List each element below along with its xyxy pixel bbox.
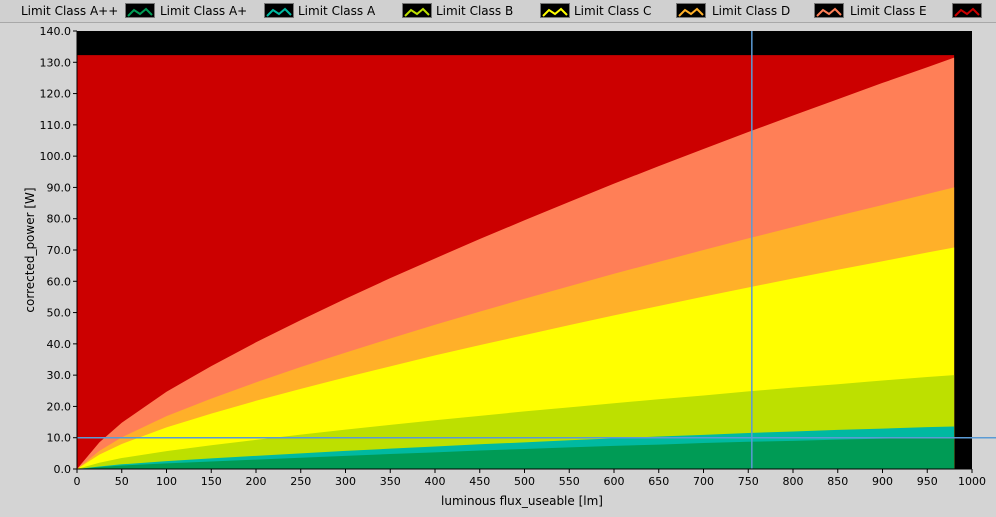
legend-swatch-b[interactable] [540,3,570,18]
y-tick-label: 80.0 [47,213,72,226]
legend-swatch-a-plus[interactable] [264,3,294,18]
legend-line-icon [404,7,430,17]
legend-label: Limit Class E [850,4,927,18]
legend-swatch-c[interactable] [676,3,706,18]
y-tick-label: 60.0 [47,275,72,288]
y-tick-label: 30.0 [47,369,72,382]
y-tick-label: 130.0 [40,56,72,69]
x-tick-label: 0 [74,475,81,488]
legend-label: Limit Class A++ [21,4,119,18]
y-tick-label: 50.0 [47,307,72,320]
chart-svg: 0 50 100 150 200 250 300 350 400 450 500 550 600 650 7… [23,25,996,508]
legend-swatch-a-plus-plus[interactable] [125,3,155,18]
x-tick-label: 50 [115,475,129,488]
x-tick-label: 700 [693,475,714,488]
x-tick-label: 400 [425,475,446,488]
x-tick-label: 850 [827,475,848,488]
y-tick-label: 110.0 [40,119,72,132]
legend-line-icon [266,7,292,17]
legend-label: Limit Class D [712,4,791,18]
y-tick-label: 90.0 [47,181,72,194]
x-tick-label: 300 [335,475,356,488]
y-tick-label: 140.0 [40,25,72,38]
x-tick-label: 350 [380,475,401,488]
legend-line-icon [816,7,842,17]
legend-swatch-a[interactable] [402,3,432,18]
y-tick-label: 70.0 [47,244,72,257]
x-tick-label: 250 [290,475,311,488]
legend-entry-b[interactable]: Limit Class B [434,0,570,22]
legend-line-icon [127,7,153,17]
y-tick-label: 0.0 [54,463,72,476]
area-limit-class-aplusplus [77,437,955,469]
legend: Limit Class A++ Limit Class A+ Limit Cla… [0,0,996,23]
x-tick-label: 550 [559,475,580,488]
legend-entry-a[interactable]: Limit Class A [296,0,432,22]
legend-entry-c[interactable]: Limit Class C [572,0,706,22]
legend-swatch-e[interactable] [952,3,982,18]
x-tick-label: 150 [201,475,222,488]
legend-entry-d[interactable]: Limit Class D [710,0,844,22]
legend-line-icon [678,7,704,17]
areas-layer [77,55,955,470]
legend-label: Limit Class A [298,4,376,18]
y-tick-label: 40.0 [47,338,72,351]
x-tick-label: 750 [738,475,759,488]
y-tick-label: 100.0 [40,150,72,163]
cursor-layer[interactable] [77,31,996,469]
chart-area: 0 50 100 150 200 250 300 350 400 450 500 550 600 650 7… [0,23,996,513]
x-tick-label: 500 [514,475,535,488]
legend-entry-a-plus-plus[interactable]: Limit Class A++ [0,0,155,22]
x-tick-label: 1000 [958,475,986,488]
legend-line-icon [954,7,980,17]
legend-entry-e[interactable]: Limit Class E [848,0,996,22]
x-tick-label: 900 [872,475,893,488]
x-tick-label: 600 [604,475,625,488]
y-tick-label: 120.0 [40,88,72,101]
x-tick-label: 200 [246,475,267,488]
y-tick-label: 10.0 [47,432,72,445]
x-tick-label: 650 [648,475,669,488]
x-tick-label: 800 [783,475,804,488]
y-tick-label: 20.0 [47,400,72,413]
legend-label: Limit Class C [574,4,652,18]
x-tick-label: 100 [156,475,177,488]
y-axis-label: corrected_power [W] [23,187,37,312]
axes-layer: 0 50 100 150 200 250 300 350 400 450 500 550 600 650 7… [40,25,987,488]
legend-line-icon [542,7,568,17]
x-tick-label: 950 [917,475,938,488]
legend-entry-a-plus[interactable]: Limit Class A+ [157,0,294,22]
x-tick-label: 450 [469,475,490,488]
legend-label: Limit Class B [436,4,514,18]
legend-label: Limit Class A+ [160,4,248,18]
x-axis-label: luminous flux_useable [lm] [441,494,603,508]
legend-swatch-d[interactable] [814,3,844,18]
